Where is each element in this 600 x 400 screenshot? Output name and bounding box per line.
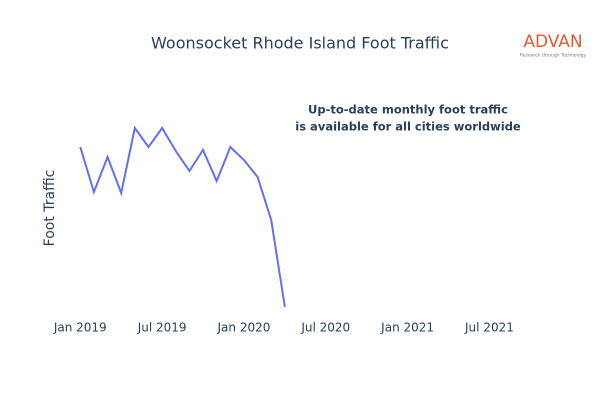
y-axis-label: Foot Traffic — [42, 170, 58, 247]
line — [79, 125, 286, 308]
logo-tagline: Research through Technology — [520, 53, 587, 59]
chart-title: Woonsocket Rhode Island Foot Traffic — [151, 34, 449, 53]
x-tick-label: Jul 2019 — [137, 321, 187, 335]
x-tick-label: Jul 2021 — [464, 321, 514, 335]
annotation: Up-to-date monthly foot traffic — [308, 103, 508, 117]
annotation: is available for all cities worldwide — [295, 120, 521, 134]
x-tick-label: Jan 2021 — [380, 321, 434, 335]
x-tick-label: Jan 2019 — [53, 321, 107, 335]
logo: ADVAN — [523, 32, 582, 52]
x-tick-label: Jul 2020 — [300, 321, 350, 335]
x-tick-label: Jan 2020 — [217, 321, 271, 335]
